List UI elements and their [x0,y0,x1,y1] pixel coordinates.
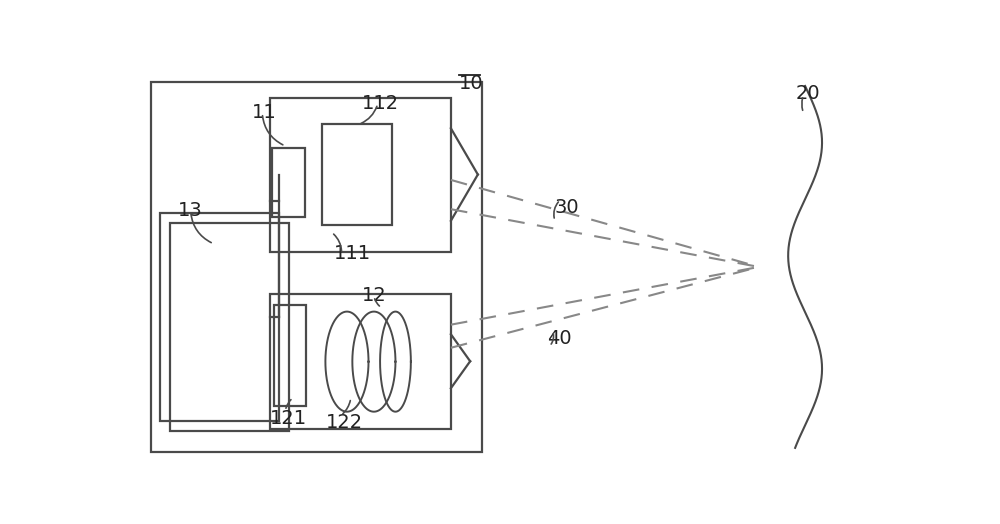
Bar [270,97,451,252]
Bar [170,223,289,431]
Text: 30: 30 [555,198,579,216]
Bar [270,294,451,429]
Text: 11: 11 [252,103,277,122]
Bar [322,125,392,225]
Bar [274,305,306,406]
Text: 122: 122 [326,413,363,432]
Text: 112: 112 [362,94,399,113]
Text: 40: 40 [547,329,572,347]
Text: 12: 12 [362,286,387,305]
Text: 20: 20 [796,84,820,103]
Text: 111: 111 [334,244,371,263]
Bar [160,213,279,421]
Text: 121: 121 [270,409,307,429]
Bar [151,82,482,452]
Text: 10: 10 [459,74,483,93]
Bar [272,148,305,217]
Text: 13: 13 [178,202,202,221]
